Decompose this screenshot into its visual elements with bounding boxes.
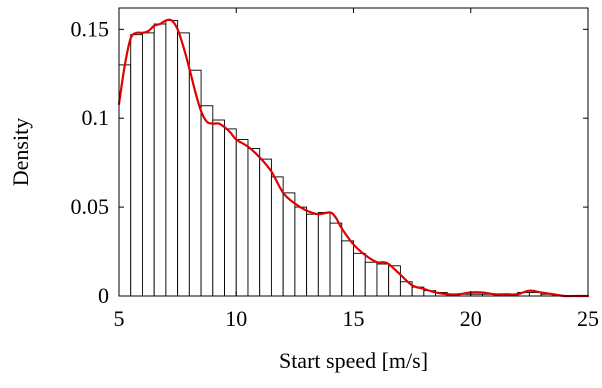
histogram-bar	[130, 34, 143, 297]
histogram-bar	[317, 211, 331, 297]
histogram-bar	[259, 158, 272, 297]
density-curve-layer	[117, 18, 590, 298]
histogram-bar	[353, 252, 366, 297]
histogram-bar	[153, 23, 167, 297]
histogram-bar	[212, 119, 225, 297]
x-tick-label: 25	[577, 306, 599, 331]
histogram-bar	[165, 19, 179, 297]
x-axis-label: Start speed [m/s]	[279, 348, 428, 373]
histogram-bar	[247, 147, 261, 297]
x-tick-label: 5	[114, 306, 125, 331]
y-axis-label: Density	[8, 118, 33, 186]
histogram-bar	[282, 192, 296, 297]
ticks: 5 10 15 20 25 0 0.05 0.1 0.15	[71, 8, 599, 331]
y-tick-label: 0.1	[82, 105, 110, 130]
histogram-bar	[224, 128, 237, 297]
y-tick-label: 0	[98, 283, 109, 308]
y-tick-label: 0.05	[71, 194, 110, 219]
histogram-bar	[141, 32, 155, 297]
histogram-bar	[177, 32, 190, 297]
x-tick-label: 15	[343, 306, 365, 331]
histogram-bar	[118, 64, 132, 297]
histogram-bars	[118, 19, 554, 297]
histogram-bar	[294, 206, 308, 297]
density-curve	[117, 18, 590, 298]
x-tick-label: 20	[460, 306, 482, 331]
histogram-bar	[341, 240, 354, 297]
histogram-bar	[306, 213, 319, 297]
histogram-bar	[364, 261, 378, 297]
histogram-bar	[376, 263, 390, 297]
x-tick-label: 10	[225, 306, 247, 331]
histogram-bar	[200, 105, 214, 297]
histogram-bar	[235, 139, 249, 297]
histogram-bar	[270, 176, 284, 297]
y-tick-label: 0.15	[71, 16, 110, 41]
histogram-bar	[329, 222, 343, 297]
